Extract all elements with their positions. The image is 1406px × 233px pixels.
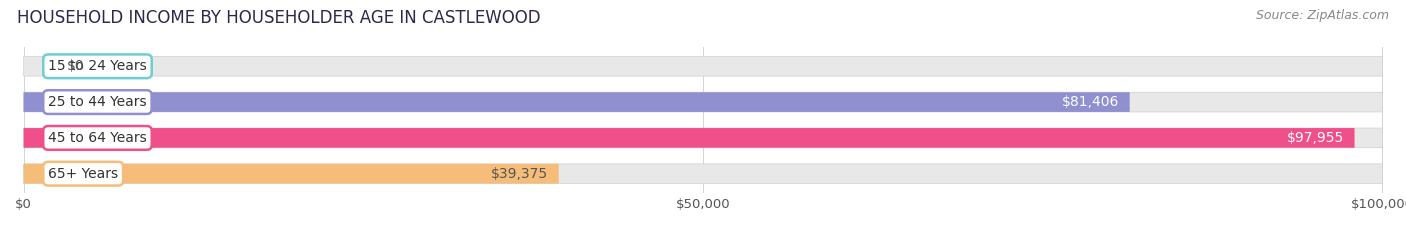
Text: HOUSEHOLD INCOME BY HOUSEHOLDER AGE IN CASTLEWOOD: HOUSEHOLD INCOME BY HOUSEHOLDER AGE IN C… bbox=[17, 9, 540, 27]
Text: 15 to 24 Years: 15 to 24 Years bbox=[48, 59, 146, 73]
Text: 45 to 64 Years: 45 to 64 Years bbox=[48, 131, 146, 145]
Text: Source: ZipAtlas.com: Source: ZipAtlas.com bbox=[1256, 9, 1389, 22]
FancyBboxPatch shape bbox=[24, 164, 558, 184]
Text: 25 to 44 Years: 25 to 44 Years bbox=[48, 95, 146, 109]
Text: $0: $0 bbox=[67, 59, 84, 73]
FancyBboxPatch shape bbox=[24, 128, 1382, 148]
FancyBboxPatch shape bbox=[24, 92, 1382, 112]
Text: $39,375: $39,375 bbox=[491, 167, 548, 181]
Text: $97,955: $97,955 bbox=[1286, 131, 1344, 145]
Text: $81,406: $81,406 bbox=[1062, 95, 1119, 109]
Text: 65+ Years: 65+ Years bbox=[48, 167, 118, 181]
FancyBboxPatch shape bbox=[24, 164, 1382, 184]
FancyBboxPatch shape bbox=[24, 56, 1382, 76]
FancyBboxPatch shape bbox=[24, 128, 1354, 148]
FancyBboxPatch shape bbox=[24, 92, 1129, 112]
